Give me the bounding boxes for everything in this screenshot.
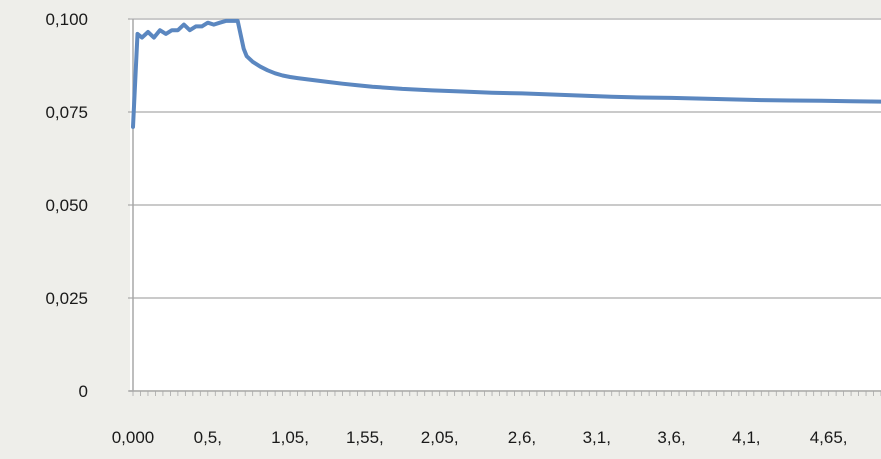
x-tick-label: 3,1, bbox=[583, 428, 611, 447]
y-tick-label: 0,100 bbox=[45, 10, 88, 29]
x-tick-label: 1,55, bbox=[346, 428, 384, 447]
x-tick-label: 0,000 bbox=[112, 428, 155, 447]
x-tick-label: 1,05, bbox=[271, 428, 309, 447]
series-line bbox=[131, 18, 881, 129]
x-tick-label: 3,6, bbox=[657, 428, 685, 447]
y-tick-labels: 0 0,025 0,050 0,075 0,100 bbox=[45, 10, 88, 401]
x-tick-label: 4,1, bbox=[732, 428, 760, 447]
y-tick-label: 0,050 bbox=[45, 196, 88, 215]
x-tick-label: 2,05, bbox=[421, 428, 459, 447]
x-tick-label: 0,5, bbox=[194, 428, 222, 447]
x-tick-label: 2,6, bbox=[508, 428, 536, 447]
x-tick-labels: 0,000 0,5, 1,05, 1,55, 2,05, 2,6, 3,1, 3,6, 4,1,… bbox=[112, 428, 848, 447]
plot-area bbox=[130, 18, 881, 390]
gridlines bbox=[133, 18, 881, 299]
axes bbox=[128, 18, 881, 396]
y-tick-label: 0 bbox=[79, 382, 88, 401]
x-tick-label: 4,65, bbox=[810, 428, 848, 447]
series-layer bbox=[131, 18, 881, 129]
y-tick-label: 0,075 bbox=[45, 103, 88, 122]
y-tick-label: 0,025 bbox=[45, 289, 88, 308]
